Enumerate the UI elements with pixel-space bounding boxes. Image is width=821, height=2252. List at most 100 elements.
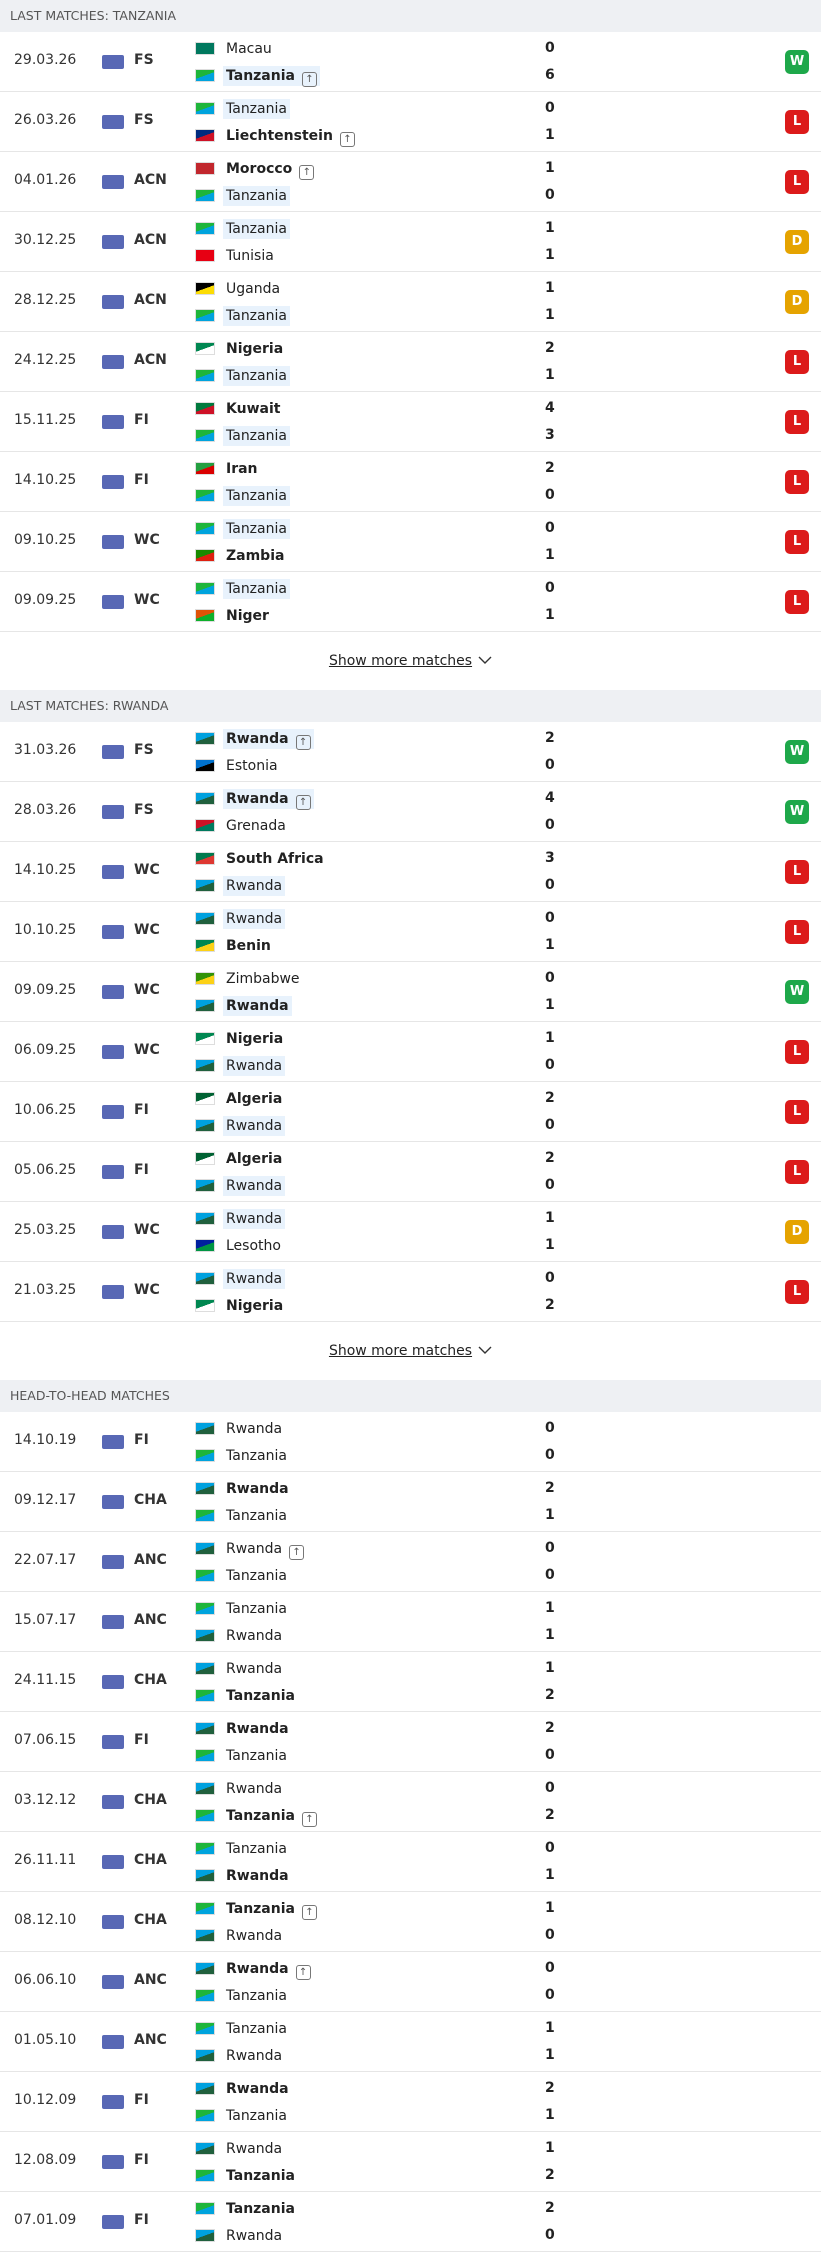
- team-label: Rwanda: [226, 2228, 283, 2244]
- result-badge: L: [785, 590, 809, 614]
- team-name: Tanzania: [223, 306, 290, 326]
- team-label: Tanzania: [226, 1508, 287, 1524]
- team-name: Rwanda: [223, 2226, 285, 2246]
- match-row[interactable]: 07.01.09 FI Tanzania 2 Rwanda 0: [0, 2192, 821, 2252]
- show-more-label[interactable]: Show more matches: [328, 653, 473, 669]
- match-row[interactable]: 15.11.25 FI Kuwait 4 Tanzania 3 L: [0, 392, 821, 452]
- team-flag: [195, 1569, 215, 1582]
- team-score: 4: [545, 790, 555, 806]
- match-row[interactable]: 24.12.25 ACN Nigeria 2 Tanzania 1 L: [0, 332, 821, 392]
- team-score: 1: [545, 1600, 555, 1616]
- match-row[interactable]: 09.09.25 WC Zimbabwe 0 Rwanda 1 W: [0, 962, 821, 1022]
- match-date: 04.01.26: [14, 172, 77, 188]
- match-row[interactable]: 31.03.26 FS Rwanda ↑ 2 Estonia 0 W: [0, 722, 821, 782]
- team-label: Tanzania: [226, 2021, 287, 2037]
- team-label: Tanzania: [226, 68, 295, 84]
- team-score: 0: [545, 1960, 555, 1976]
- match-row[interactable]: 26.03.26 FS Tanzania 0 Liechtenstein ↑ 1 L: [0, 92, 821, 152]
- team-flag: [195, 2169, 215, 2182]
- result-badge: W: [785, 980, 809, 1004]
- advanced-icon: ↑: [339, 132, 355, 147]
- result-badge: L: [785, 1280, 809, 1304]
- match-date: 26.11.11: [14, 1852, 77, 1868]
- team-flag: [195, 1239, 215, 1252]
- match-row[interactable]: 24.11.15 CHA Rwanda 1 Tanzania 2: [0, 1652, 821, 1712]
- team-flag: [195, 402, 215, 415]
- match-row[interactable]: 07.06.15 FI Rwanda 2 Tanzania 0: [0, 1712, 821, 1772]
- show-more[interactable]: Show more matches: [0, 632, 821, 690]
- team-flag: [195, 1722, 215, 1735]
- team-flag: [195, 852, 215, 865]
- match-row[interactable]: 28.12.25 ACN Uganda 1 Tanzania 1 D: [0, 272, 821, 332]
- match-row[interactable]: 30.12.25 ACN Tanzania 1 Tunisia 1 D: [0, 212, 821, 272]
- team-name: Tanzania: [223, 219, 290, 239]
- team-name: Iran: [223, 459, 261, 479]
- team-flag: [195, 249, 215, 262]
- match-row[interactable]: 06.09.25 WC Nigeria 1 Rwanda 0 L: [0, 1022, 821, 1082]
- competition-icon: [102, 1045, 124, 1059]
- competition: CHA: [134, 1492, 167, 1508]
- team-score: 1: [545, 367, 555, 383]
- team-name: Zambia: [223, 546, 287, 566]
- competition-icon: [102, 1795, 124, 1809]
- match-row[interactable]: 05.06.25 FI Algeria 2 Rwanda 0 L: [0, 1142, 821, 1202]
- team-label: Estonia: [226, 758, 278, 774]
- team-label: Rwanda: [226, 1118, 283, 1134]
- team-label: Nigeria: [226, 341, 284, 357]
- match-date: 06.06.10: [14, 1972, 77, 1988]
- team-flag: [195, 609, 215, 622]
- match-row[interactable]: 15.07.17 ANC Tanzania 1 Rwanda 1: [0, 1592, 821, 1652]
- match-row[interactable]: 25.03.25 WC Rwanda 1 Lesotho 1 D: [0, 1202, 821, 1262]
- team-flag: [195, 2049, 215, 2062]
- match-row[interactable]: 28.03.26 FS Rwanda ↑ 4 Grenada 0 W: [0, 782, 821, 842]
- match-row[interactable]: 10.10.25 WC Rwanda 0 Benin 1 L: [0, 902, 821, 962]
- match-date: 10.12.09: [14, 2092, 77, 2108]
- match-row[interactable]: 03.12.12 CHA Rwanda 0 Tanzania ↑ 2: [0, 1772, 821, 1832]
- match-row[interactable]: 06.06.10 ANC Rwanda ↑ 0 Tanzania 0: [0, 1952, 821, 2012]
- match-row[interactable]: 14.10.19 FI Rwanda 0 Tanzania 0: [0, 1412, 821, 1472]
- match-row[interactable]: 29.03.26 FS Macau 0 Tanzania ↑ 6 W: [0, 32, 821, 92]
- show-more[interactable]: Show more matches: [0, 1322, 821, 1380]
- team-name: Rwanda: [223, 2139, 285, 2159]
- match-row[interactable]: 09.12.17 CHA Rwanda 2 Tanzania 1: [0, 1472, 821, 1532]
- match-row[interactable]: 14.10.25 WC South Africa 3 Rwanda 0 L: [0, 842, 821, 902]
- team-name: Tanzania ↑: [223, 1806, 320, 1827]
- advanced-icon: ↑: [299, 165, 315, 180]
- team-label: Rwanda: [226, 998, 289, 1014]
- match-row[interactable]: 04.01.26 ACN Morocco ↑ 1 Tanzania 0 L: [0, 152, 821, 212]
- match-row[interactable]: 12.08.09 FI Rwanda 1 Tanzania 2: [0, 2132, 821, 2192]
- competition: ACN: [134, 352, 167, 368]
- team-flag: [195, 1842, 215, 1855]
- team-label: Rwanda: [226, 878, 283, 894]
- competition-icon: [102, 175, 124, 189]
- match-row[interactable]: 14.10.25 FI Iran 2 Tanzania 0 L: [0, 452, 821, 512]
- team-name: Rwanda: [223, 1479, 292, 1499]
- team-score: 3: [545, 427, 555, 443]
- team-name: Rwanda: [223, 1866, 292, 1886]
- team-flag: [195, 2202, 215, 2215]
- team-label: Rwanda: [226, 731, 289, 747]
- team-name: Tanzania: [223, 2106, 290, 2126]
- show-more-label[interactable]: Show more matches: [328, 1343, 473, 1359]
- team-name: Tanzania: [223, 1986, 290, 2006]
- team-name: Rwanda: [223, 1209, 286, 1229]
- team-flag: [195, 522, 215, 535]
- team-flag: [195, 189, 215, 202]
- match-row[interactable]: 26.11.11 CHA Tanzania 0 Rwanda 1: [0, 1832, 821, 1892]
- match-row[interactable]: 10.06.25 FI Algeria 2 Rwanda 0 L: [0, 1082, 821, 1142]
- match-row[interactable]: 22.07.17 ANC Rwanda ↑ 0 Tanzania 0: [0, 1532, 821, 1592]
- match-row[interactable]: 09.09.25 WC Tanzania 0 Niger 1 L: [0, 572, 821, 632]
- match-row[interactable]: 09.10.25 WC Tanzania 0 Zambia 1 L: [0, 512, 821, 572]
- result-badge: L: [785, 1040, 809, 1064]
- team-score: 2: [545, 1150, 555, 1166]
- match-row[interactable]: 08.12.10 CHA Tanzania ↑ 1 Rwanda 0: [0, 1892, 821, 1952]
- match-date: 01.05.10: [14, 2032, 77, 2048]
- match-row[interactable]: 01.05.10 ANC Tanzania 1 Rwanda 1: [0, 2012, 821, 2072]
- match-row[interactable]: 10.12.09 FI Rwanda 2 Tanzania 1: [0, 2072, 821, 2132]
- team-label: Benin: [226, 938, 271, 954]
- match-row[interactable]: 21.03.25 WC Rwanda 0 Nigeria 2 L: [0, 1262, 821, 1322]
- competition-icon: [102, 925, 124, 939]
- result-badge: L: [785, 860, 809, 884]
- competition: FI: [134, 472, 149, 488]
- team-label: Liechtenstein: [226, 128, 333, 144]
